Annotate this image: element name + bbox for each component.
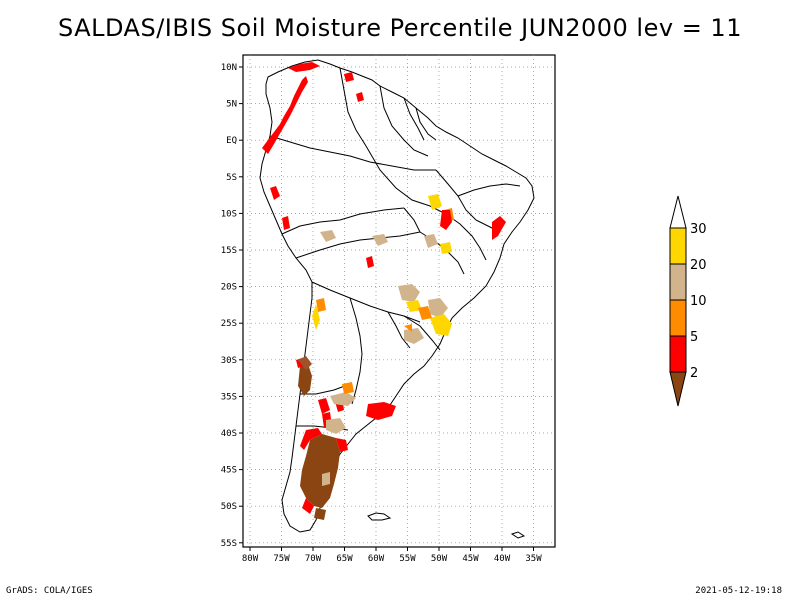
colorbar: 30 20 10 5 2: [669, 195, 707, 407]
footer-timestamp: 2021-05-12-19:18: [695, 586, 782, 596]
colorbar-segment-20: [669, 263, 687, 301]
y-tick-label: 55S: [221, 539, 237, 549]
y-tick-label: 40S: [221, 429, 237, 439]
y-tick-label: 50S: [221, 502, 237, 512]
legend-label-30: 30: [690, 222, 707, 237]
colorbar-top-triangle: [669, 195, 687, 229]
y-tick-label: 10S: [221, 209, 237, 219]
map-frame: [242, 54, 556, 548]
y-axis-ticks: 10N 5N EQ 5S 10S 15S 20S 25S 30S 35S 40S 45S 50S 55S: [221, 63, 243, 549]
colorbar-segment-10: [669, 299, 687, 337]
legend-label-20: 20: [690, 258, 707, 273]
x-axis-ticks: 80W 75W 70W 65W 60W 55W 50W 45W 40W 35W: [242, 547, 542, 564]
x-tick-label: 80W: [242, 554, 259, 564]
map-title: SALDAS/IBIS Soil Moisture Percentile JUN…: [58, 14, 742, 42]
y-tick-label: 5N: [226, 100, 237, 110]
x-tick-label: 40W: [494, 554, 511, 564]
y-tick-label: 15S: [221, 246, 237, 256]
y-tick-label: EQ: [226, 136, 237, 146]
y-tick-label: 10N: [221, 63, 237, 73]
x-tick-label: 45W: [462, 554, 479, 564]
x-tick-label: 70W: [305, 554, 322, 564]
colorbar-bottom-triangle: [669, 371, 687, 407]
x-tick-label: 55W: [399, 554, 416, 564]
colorbar-segment-5: [669, 335, 687, 373]
colorbar-segment-30: [669, 227, 687, 265]
x-tick-label: 35W: [525, 554, 542, 564]
x-tick-label: 50W: [431, 554, 448, 564]
legend-label-10: 10: [690, 294, 707, 309]
footer-credit: GrADS: COLA/IGES: [6, 586, 93, 596]
y-tick-label: 45S: [221, 466, 237, 476]
x-tick-label: 75W: [273, 554, 290, 564]
y-tick-label: 30S: [221, 356, 237, 366]
y-tick-label: 20S: [221, 283, 237, 293]
legend-label-5: 5: [690, 330, 698, 345]
y-tick-label: 35S: [221, 392, 237, 402]
percentile-shading: [262, 62, 506, 520]
legend-label-2: 2: [690, 366, 698, 381]
y-tick-label: 25S: [221, 319, 237, 329]
x-tick-label: 65W: [336, 554, 353, 564]
x-tick-label: 60W: [368, 554, 385, 564]
y-tick-label: 5S: [226, 173, 237, 183]
